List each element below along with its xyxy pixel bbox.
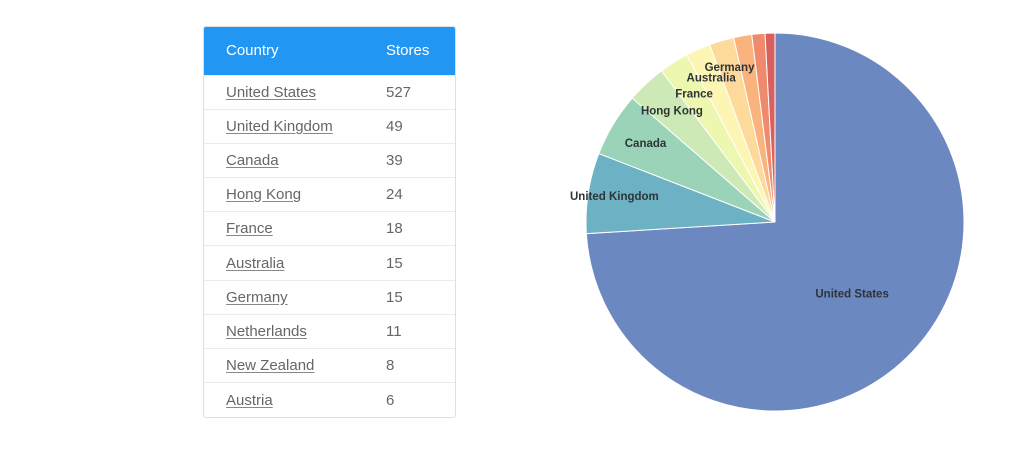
stores-pie-chart: United States United Kingdom Canada Hong Ko… [570, 32, 965, 412]
pie-label: Germany [705, 62, 755, 74]
table-row: Germany 15 [204, 280, 455, 314]
country-link[interactable]: United Kingdom [226, 117, 333, 135]
stores-table: Country Stores United States 527 United … [204, 27, 455, 417]
pie-label: France [675, 88, 713, 100]
table-header-row: Country Stores [204, 27, 455, 75]
country-link[interactable]: France [226, 220, 273, 238]
pie-labels: United States United Kingdom Canada Hong Ko… [570, 62, 889, 301]
table-row: Netherlands 11 [204, 314, 455, 348]
stores-count: 15 [386, 254, 403, 272]
table-row: France 18 [204, 211, 455, 246]
country-link[interactable]: Netherlands [226, 322, 307, 340]
table-body: United States 527 United Kingdom 49 Cana… [204, 75, 455, 417]
stores-count: 527 [386, 83, 412, 101]
country-link[interactable]: Austria [226, 391, 273, 409]
table-row: New Zealand 8 [204, 348, 455, 383]
table-row: Austria 6 [204, 382, 455, 417]
pie-label: Canada [625, 138, 667, 150]
table-row: Hong Kong 24 [204, 177, 455, 212]
stores-count: 8 [386, 357, 395, 375]
stores-count: 15 [386, 288, 403, 306]
pie-slice-austria[interactable] [764, 32, 776, 223]
stores-count: 39 [386, 151, 403, 169]
pie-label: United States [815, 289, 889, 301]
country-link[interactable]: New Zealand [226, 357, 315, 375]
stores-count: 6 [386, 391, 395, 409]
table-row: Canada 39 [204, 143, 455, 177]
pie-slices [585, 32, 965, 412]
country-link[interactable]: Canada [226, 151, 279, 169]
table-row: United Kingdom 49 [204, 109, 455, 143]
pie-label: Hong Kong [641, 105, 703, 117]
country-column-header[interactable]: Country [226, 42, 279, 60]
table-row: United States 527 [204, 75, 455, 109]
pie-label: Australia [687, 73, 737, 85]
pie-label: United Kingdom [570, 191, 659, 203]
stores-count: 18 [386, 220, 403, 238]
country-link[interactable]: Australia [226, 254, 285, 272]
stores-count: 49 [386, 117, 403, 135]
stores-column-header[interactable]: Stores [386, 42, 430, 60]
table-row: Australia 15 [204, 245, 455, 280]
country-link[interactable]: Germany [226, 288, 288, 306]
stores-count: 11 [386, 322, 402, 340]
country-link[interactable]: United States [226, 83, 317, 101]
country-link[interactable]: Hong Kong [226, 186, 302, 204]
stores-table-card: Country Stores United States 527 United … [203, 26, 456, 418]
stores-count: 24 [386, 186, 403, 204]
